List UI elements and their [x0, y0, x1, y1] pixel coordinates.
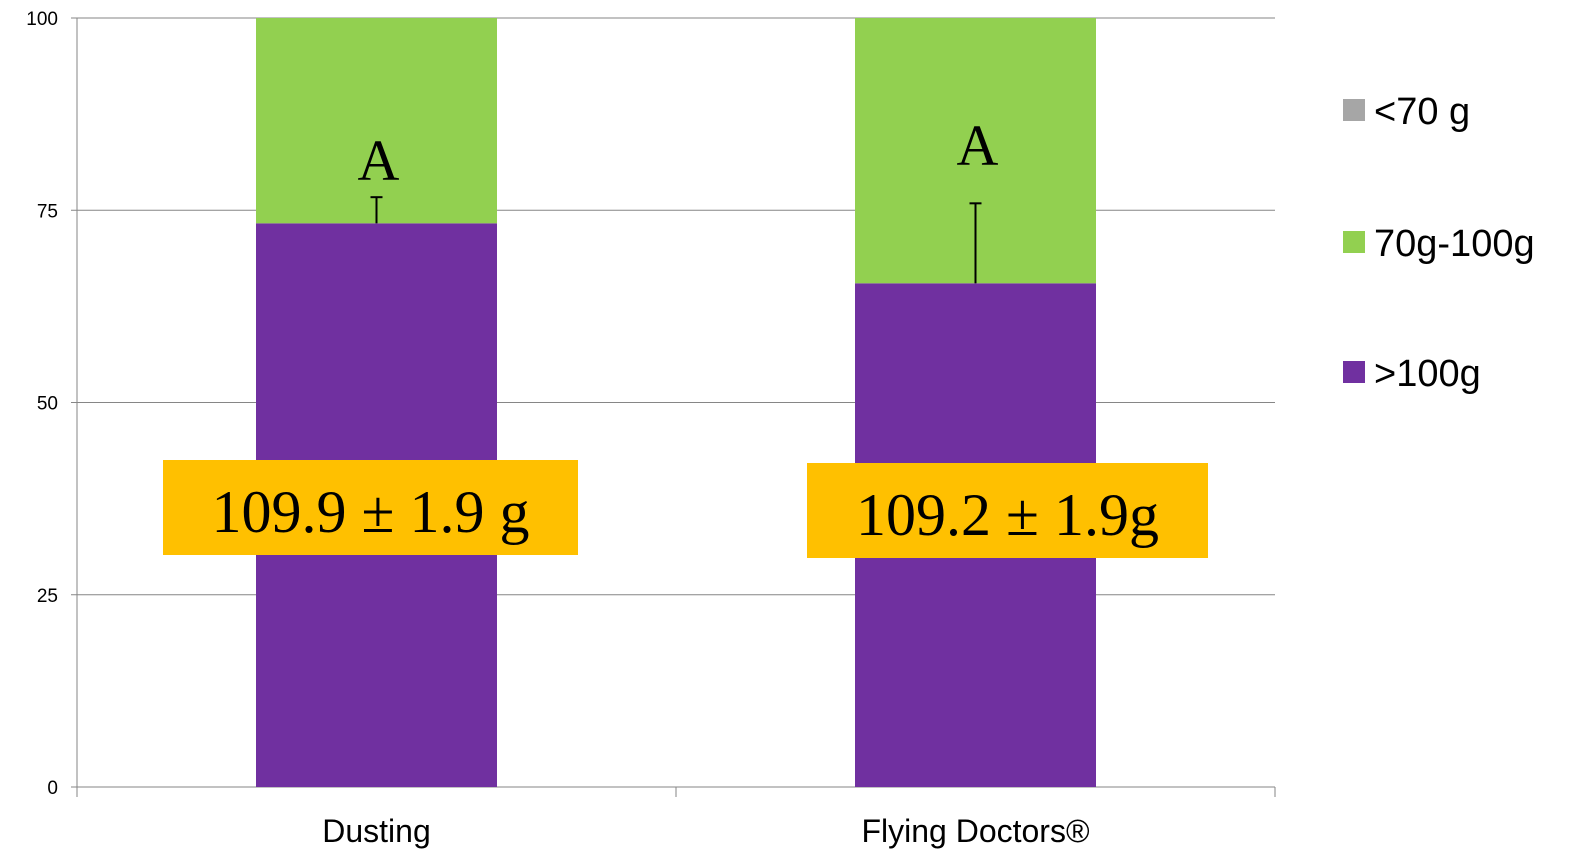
legend-label: <70 g	[1374, 91, 1470, 133]
x-category-label: Dusting	[322, 813, 431, 849]
x-category-label: Flying Doctors®	[861, 813, 1090, 849]
y-tick-label: 75	[37, 201, 58, 222]
legend-swatch	[1343, 99, 1365, 121]
mean-label: 109.2 ± 1.9g	[856, 482, 1159, 548]
legend-label: >100g	[1374, 353, 1481, 395]
y-tick-label: 25	[37, 586, 58, 607]
significance-letter: A	[957, 113, 999, 178]
y-tick-label: 100	[26, 9, 58, 30]
legend-swatch	[1343, 361, 1365, 383]
mean-label-box	[163, 460, 578, 555]
bar-segment-70g-100g	[256, 18, 497, 224]
legend-label: 70g-100g	[1374, 223, 1535, 265]
y-tick-label: 50	[37, 394, 58, 415]
mean-label-box	[807, 463, 1208, 558]
y-tick-label: 0	[47, 778, 58, 799]
mean-label: 109.9 ± 1.9 g	[212, 479, 530, 545]
legend-swatch	[1343, 231, 1365, 253]
significance-letter: A	[358, 128, 400, 193]
